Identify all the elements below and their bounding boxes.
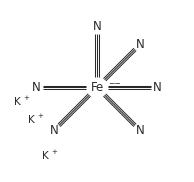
Text: N: N	[32, 81, 41, 94]
Text: N: N	[135, 38, 144, 51]
Text: K: K	[28, 115, 35, 125]
Text: N: N	[135, 124, 144, 137]
Text: +: +	[52, 149, 58, 155]
Text: −−: −−	[108, 79, 121, 88]
Text: N: N	[93, 20, 101, 33]
Text: +: +	[23, 95, 29, 101]
Text: +: +	[37, 113, 43, 119]
Text: N: N	[50, 124, 59, 137]
Text: N: N	[153, 81, 162, 94]
Text: K: K	[42, 151, 49, 161]
Text: Fe: Fe	[90, 81, 104, 94]
Text: K: K	[14, 97, 20, 107]
